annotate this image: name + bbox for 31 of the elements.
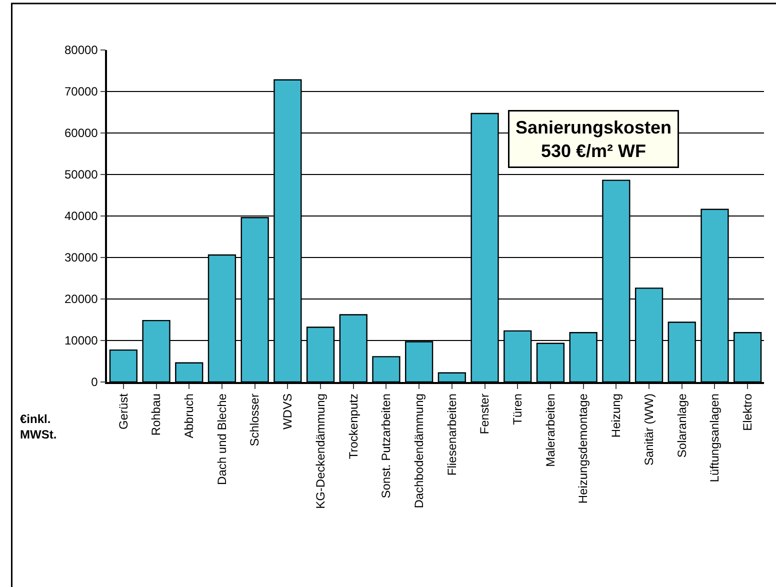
y-tick-label: 70000 xyxy=(64,84,98,99)
y-tick-label: 20000 xyxy=(64,292,98,306)
x-tick-label: Rohbau xyxy=(149,394,164,436)
x-tick-label: Trockenputz xyxy=(346,394,360,460)
x-tick-label: Schlosser xyxy=(248,394,262,446)
x-tick-label: Türen xyxy=(510,394,525,425)
x-tick-label: Solaranlage xyxy=(674,393,689,458)
y-tick-label: 50000 xyxy=(64,168,98,182)
text: €inkl. MWSt. xyxy=(20,412,57,442)
x-tick-label: Elektro xyxy=(740,393,754,431)
y-tick-label: 10000 xyxy=(64,334,98,348)
x-tick-label: Gerüst xyxy=(116,392,130,430)
y-tick-label: 40000 xyxy=(64,209,98,224)
y-tick-label: 30000 xyxy=(64,250,98,265)
x-tick-label: Heizungsdemontage xyxy=(576,393,590,504)
x-tick-label: Sanitär (WW) xyxy=(642,394,656,466)
x-tick-label: Abbruch xyxy=(182,394,196,438)
x-tick-label: Malerarbeiten xyxy=(543,394,558,467)
x-tick-label: WDVS xyxy=(280,394,295,430)
x-tick-label: Dachbodendämmung xyxy=(412,394,426,508)
x-tick-label: Dach und Bleche xyxy=(214,393,229,485)
x-tick-label: Fenster xyxy=(478,394,492,434)
y-tick-label: 80000 xyxy=(64,43,98,58)
y-tick-label: 60000 xyxy=(64,126,98,140)
x-tick-label: Sonst. Putzarbeiten xyxy=(379,394,394,498)
x-tick-label: Lüftungsanlagen xyxy=(708,394,722,482)
x-tick-label: Heizung xyxy=(609,394,624,438)
x-tick-label: Fliesenarbeiten xyxy=(444,394,459,476)
y-tick-label: 0 xyxy=(91,375,98,390)
annotation: Sanierungskosten 530 €/m² WF xyxy=(516,118,672,161)
x-tick-label: KG-Deckendämmung xyxy=(313,394,328,509)
